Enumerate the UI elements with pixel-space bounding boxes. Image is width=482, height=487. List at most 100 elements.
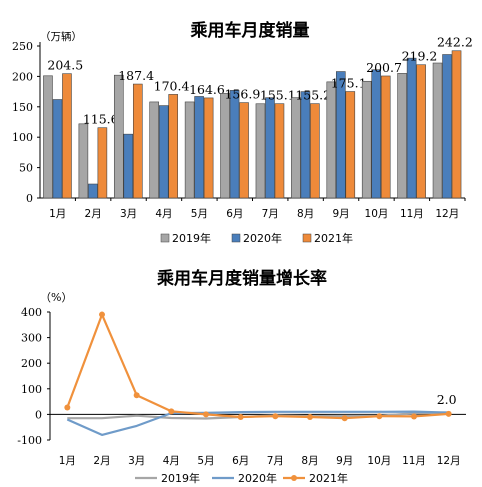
bar-x-tick-label: 7月 — [262, 208, 279, 220]
bar-data-label: 164.6 — [189, 82, 225, 97]
bar-data-label: 170.4 — [154, 78, 190, 93]
line-point-2021年-10月 — [376, 413, 383, 420]
line-x-tick-label: 1月 — [59, 455, 76, 467]
line-x-tick-label: 12月 — [437, 455, 461, 467]
bar-2021年-12月 — [451, 50, 462, 199]
bar-data-label: 175.1 — [331, 76, 367, 91]
line-point-2021年-6月 — [237, 413, 244, 420]
bar-2020年-9月 — [335, 71, 346, 199]
bar-y-tick-label: 150 — [12, 101, 33, 114]
bar-2021年-11月 — [416, 64, 426, 199]
bar-2020年-12月 — [442, 54, 452, 199]
bar-legend-swatch-2021年 — [302, 233, 312, 243]
bar-2019年-8月 — [291, 97, 301, 199]
bar-2019年-3月 — [113, 74, 124, 199]
line-chart-unit: （%） — [40, 291, 72, 304]
bar-chart-unit: （万辆） — [40, 30, 82, 43]
line-x-tick-label: 4月 — [163, 455, 180, 467]
bar-x-tick-label: 6月 — [226, 208, 243, 220]
line-x-tick-label: 6月 — [232, 455, 249, 467]
line-legend-label: 2019年 — [161, 471, 200, 485]
bar-2019年-12月 — [432, 62, 443, 199]
line-series-2020年 — [66, 410, 449, 436]
bar-legend-label: 2021年 — [314, 231, 353, 245]
line-legend-label: 2020年 — [238, 471, 277, 485]
bar-y-tick-label: 0 — [26, 192, 33, 205]
bar-2021年-3月 — [132, 83, 143, 199]
bar-x-tick-label: 11月 — [400, 208, 424, 220]
line-point-2021年-11月 — [411, 413, 417, 420]
bar-legend-swatch-2020年 — [231, 233, 241, 243]
bar-2021年-7月 — [274, 103, 285, 199]
line-x-tick-label: 3月 — [128, 455, 145, 467]
line-chart-title: 乘用车月度销量增长率 — [156, 268, 327, 289]
bar-x-tick-label: 3月 — [120, 208, 137, 220]
bar-2021年-1月 — [62, 73, 72, 199]
bar-legend-label: 2019年 — [172, 231, 211, 245]
bar-2019年-5月 — [184, 101, 195, 199]
line-y-tick-label: 100 — [21, 383, 42, 396]
bar-x-tick-label: 1月 — [49, 208, 66, 220]
line-series-2021年 — [66, 313, 449, 420]
bar-2019年-11月 — [397, 73, 407, 199]
bar-2020年-10月 — [371, 69, 382, 199]
bar-y-tick-label: 200 — [12, 70, 33, 83]
line-y-tick-label: 300 — [21, 332, 42, 345]
bar-x-tick-label: 12月 — [435, 208, 459, 220]
bar-x-tick-label: 4月 — [155, 208, 172, 220]
line-x-tick-label: 10月 — [367, 455, 391, 467]
bar-legend-label: 2020年 — [243, 231, 282, 245]
line-x-tick-label: 7月 — [267, 455, 284, 467]
line-point-2021年-2月 — [99, 311, 105, 318]
bar-2021年-9月 — [345, 91, 356, 199]
line-x-tick-label: 5月 — [197, 455, 214, 467]
line-point-2021年-5月 — [203, 411, 209, 418]
bar-2021年-6月 — [239, 102, 249, 199]
line-y-tick-label: 200 — [21, 357, 42, 370]
bar-data-label: 155.1 — [260, 88, 296, 103]
bar-x-tick-label: 9月 — [332, 208, 349, 220]
line-x-tick-label: 9月 — [336, 455, 353, 467]
bar-2021年-2月 — [97, 127, 108, 199]
bar-2019年-10月 — [361, 80, 372, 199]
bar-data-label: 155.2 — [295, 88, 331, 103]
bar-y-tick-label: 100 — [12, 131, 33, 144]
bar-y-tick-label: 50 — [19, 162, 33, 175]
line-y-tick-label: 0 — [35, 408, 42, 421]
line-y-tick-label: -100 — [17, 434, 42, 447]
bar-2020年-7月 — [265, 97, 275, 199]
line-point-2021年-8月 — [307, 413, 313, 420]
line-point-2021年-4月 — [168, 408, 175, 415]
bar-2021年-8月 — [310, 103, 320, 199]
bar-2019年-1月 — [43, 75, 53, 199]
line-x-tick-label: 2月 — [93, 455, 110, 467]
bar-data-label: 204.5 — [47, 58, 83, 73]
bar-2019年-4月 — [149, 101, 160, 199]
line-x-tick-label: 8月 — [301, 455, 318, 467]
bar-2020年-2月 — [88, 183, 98, 199]
bar-x-tick-label: 8月 — [297, 208, 314, 220]
bar-2019年-2月 — [78, 123, 89, 199]
bar-2020年-11月 — [406, 57, 417, 199]
bar-x-tick-label: 5月 — [191, 208, 208, 220]
bar-data-label: 242.2 — [437, 35, 473, 50]
bar-2020年-3月 — [123, 133, 134, 199]
line-end-label: 2.0 — [437, 392, 457, 407]
bar-2021年-10月 — [380, 75, 391, 199]
bar-2020年-8月 — [300, 91, 311, 199]
bar-legend-swatch-2019年 — [160, 233, 170, 243]
bar-y-tick-label: 250 — [12, 40, 33, 53]
bar-2020年-1月 — [52, 99, 63, 199]
bar-2019年-7月 — [255, 103, 266, 199]
bar-2019年-6月 — [220, 93, 230, 199]
bar-data-label: 219.2 — [402, 49, 438, 64]
bar-2021年-5月 — [203, 97, 214, 199]
line-point-2021年-9月 — [341, 415, 348, 422]
bar-2020年-5月 — [194, 96, 204, 199]
bar-chart-title: 乘用车月度销量 — [190, 20, 310, 41]
line-legend-label: 2021年 — [309, 471, 348, 485]
line-legend-marker — [291, 475, 297, 481]
bar-x-tick-label: 2月 — [85, 208, 102, 220]
